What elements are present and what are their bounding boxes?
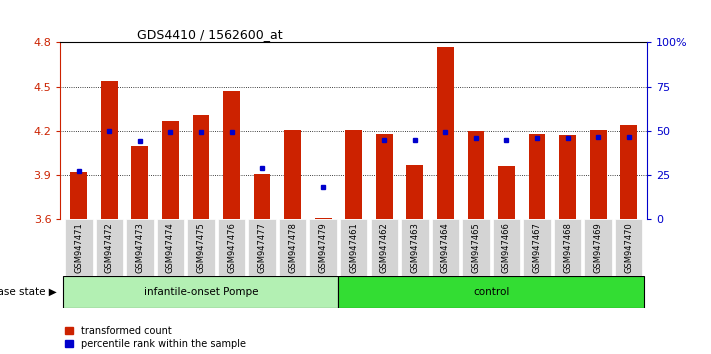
Bar: [346, 130, 362, 219]
FancyBboxPatch shape: [615, 219, 643, 276]
Bar: [315, 218, 331, 219]
FancyBboxPatch shape: [65, 219, 92, 276]
Text: GSM947463: GSM947463: [410, 222, 419, 273]
Text: GSM947474: GSM947474: [166, 222, 175, 273]
Bar: [223, 91, 240, 219]
Text: control: control: [473, 287, 509, 297]
FancyBboxPatch shape: [401, 219, 429, 276]
FancyBboxPatch shape: [338, 276, 644, 308]
Text: GSM947465: GSM947465: [471, 222, 481, 273]
FancyBboxPatch shape: [462, 219, 490, 276]
Bar: [468, 131, 484, 219]
Bar: [528, 134, 545, 219]
FancyBboxPatch shape: [554, 219, 582, 276]
FancyBboxPatch shape: [95, 219, 123, 276]
FancyBboxPatch shape: [279, 219, 306, 276]
Bar: [101, 81, 118, 219]
FancyBboxPatch shape: [248, 219, 276, 276]
Text: GSM947477: GSM947477: [257, 222, 267, 273]
FancyBboxPatch shape: [432, 219, 459, 276]
Text: GSM947476: GSM947476: [227, 222, 236, 273]
Text: GSM947473: GSM947473: [135, 222, 144, 273]
Bar: [70, 172, 87, 219]
Bar: [254, 174, 270, 219]
FancyBboxPatch shape: [523, 219, 551, 276]
Bar: [498, 166, 515, 219]
Bar: [620, 125, 637, 219]
FancyBboxPatch shape: [584, 219, 612, 276]
Text: GSM947472: GSM947472: [105, 222, 114, 273]
Text: disease state ▶: disease state ▶: [0, 287, 57, 297]
FancyBboxPatch shape: [370, 219, 398, 276]
Text: GDS4410 / 1562600_at: GDS4410 / 1562600_at: [137, 28, 282, 41]
Text: GSM947475: GSM947475: [196, 222, 205, 273]
FancyBboxPatch shape: [156, 219, 184, 276]
FancyBboxPatch shape: [309, 219, 337, 276]
FancyBboxPatch shape: [126, 219, 154, 276]
Text: GSM947479: GSM947479: [319, 222, 328, 273]
Text: GSM947462: GSM947462: [380, 222, 389, 273]
FancyBboxPatch shape: [493, 219, 520, 276]
FancyBboxPatch shape: [218, 219, 245, 276]
Text: infantile-onset Pompe: infantile-onset Pompe: [144, 287, 258, 297]
Text: GSM947468: GSM947468: [563, 222, 572, 273]
Bar: [162, 121, 179, 219]
Legend: transformed count, percentile rank within the sample: transformed count, percentile rank withi…: [65, 326, 246, 349]
FancyBboxPatch shape: [63, 276, 338, 308]
Text: GSM947467: GSM947467: [533, 222, 542, 273]
Bar: [559, 136, 576, 219]
Text: GSM947461: GSM947461: [349, 222, 358, 273]
Bar: [132, 146, 149, 219]
Bar: [193, 115, 209, 219]
Bar: [376, 134, 392, 219]
Bar: [437, 47, 454, 219]
Text: GSM947471: GSM947471: [74, 222, 83, 273]
FancyBboxPatch shape: [340, 219, 368, 276]
Text: GSM947469: GSM947469: [594, 222, 603, 273]
Bar: [284, 130, 301, 219]
Bar: [407, 165, 423, 219]
Text: GSM947464: GSM947464: [441, 222, 450, 273]
Bar: [589, 130, 606, 219]
FancyBboxPatch shape: [187, 219, 215, 276]
Text: GSM947470: GSM947470: [624, 222, 634, 273]
Text: GSM947478: GSM947478: [288, 222, 297, 273]
Text: GSM947466: GSM947466: [502, 222, 511, 273]
